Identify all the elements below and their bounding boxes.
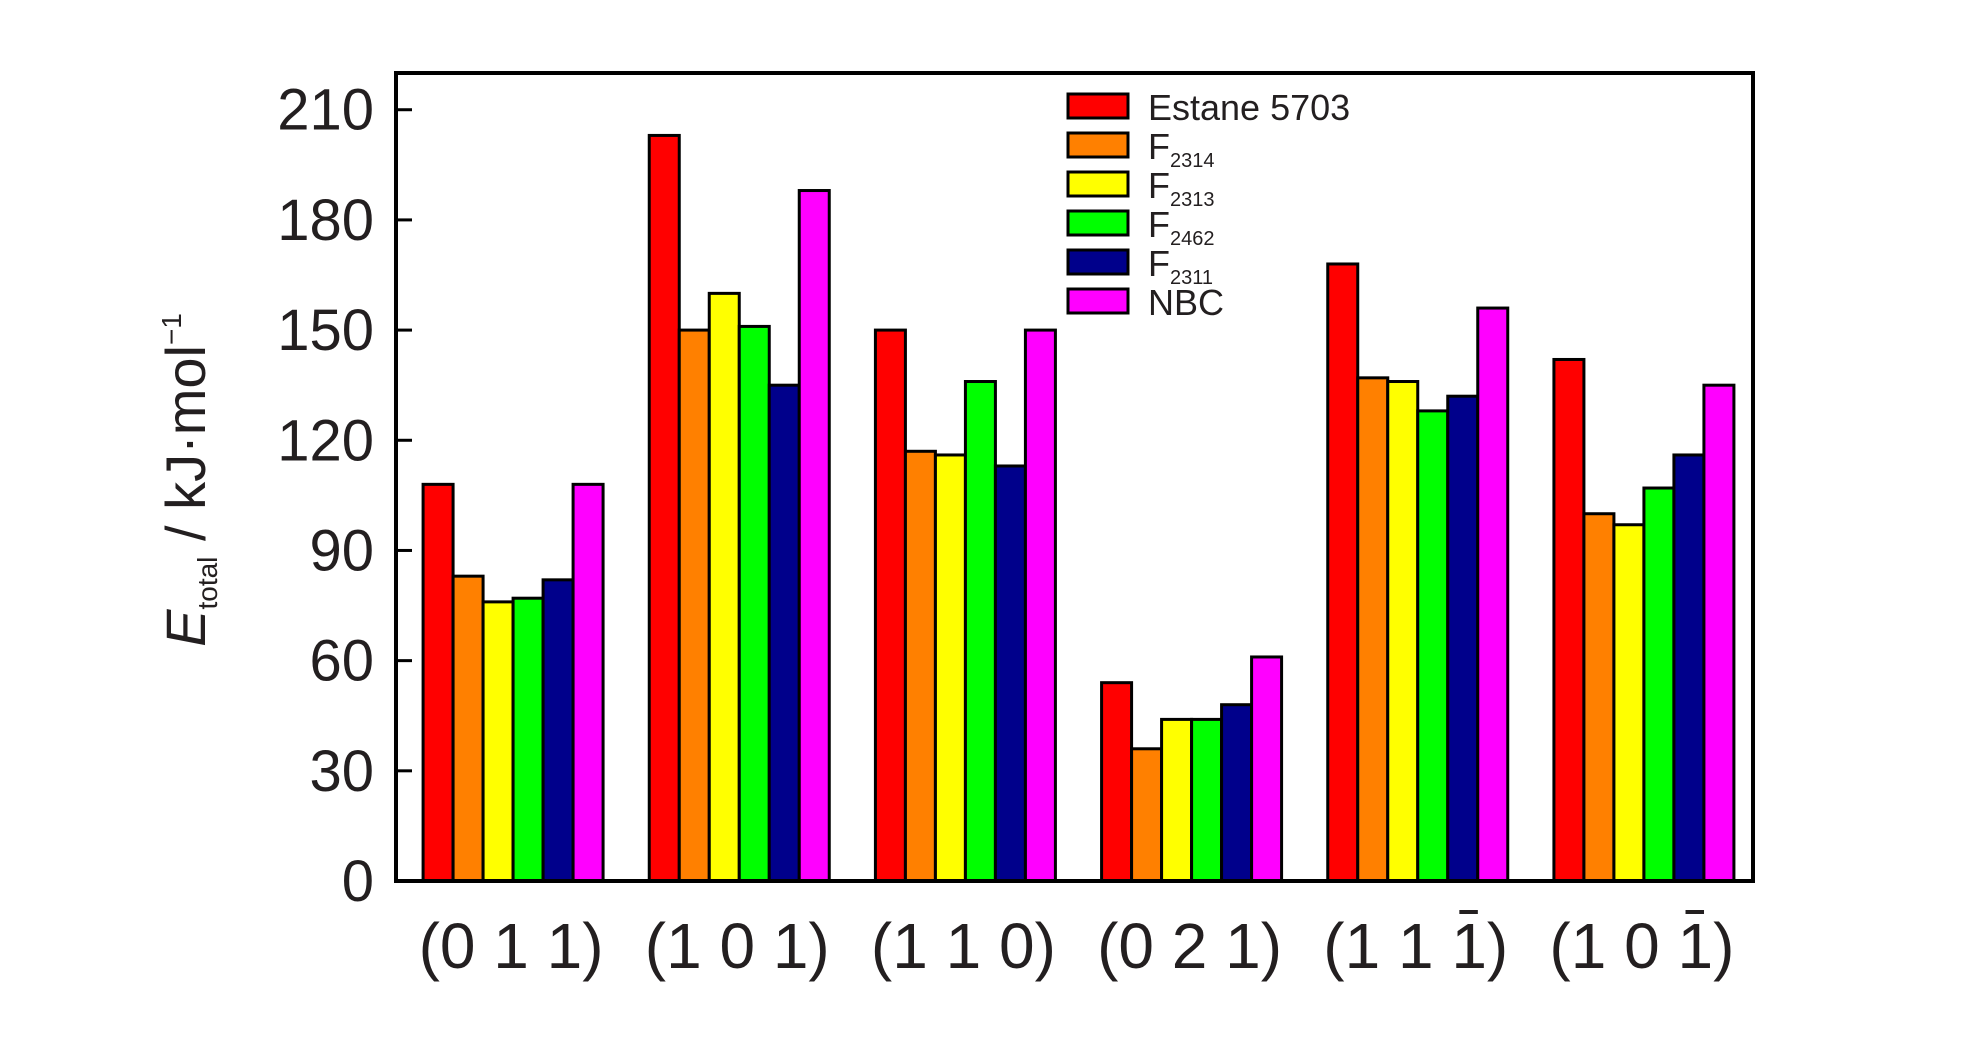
bars-layer — [421, 133, 1736, 883]
legend-label: F2311 — [1148, 243, 1213, 289]
bar — [1356, 376, 1390, 883]
legend-label: F2313 — [1148, 165, 1215, 211]
bar — [963, 380, 997, 883]
bar — [421, 482, 455, 883]
y-axis: 0 30 60 90 120 150 180 210 — [277, 78, 412, 914]
legend-label-base: NBC — [1148, 282, 1224, 323]
legend-label-base: F — [1148, 126, 1170, 167]
legend-label: F2462 — [1148, 204, 1215, 250]
y-tick-label: 150 — [277, 298, 374, 363]
bar — [1476, 306, 1510, 883]
y-tick-label: 30 — [309, 739, 374, 804]
x-category-label: (1 0 1) — [1549, 910, 1734, 982]
legend-swatch — [1066, 131, 1130, 159]
x-category-label: (1 0 1) — [645, 910, 830, 982]
x-category-label: (0 2 1) — [1097, 910, 1282, 982]
legend-label: F2314 — [1148, 126, 1215, 172]
bar — [677, 328, 711, 883]
y-axis-label-symbol: E — [154, 609, 217, 647]
legend-swatch — [1066, 248, 1130, 276]
y-axis-label-subscript: total — [192, 557, 223, 610]
legend-swatch — [1066, 170, 1130, 198]
y-axis-label-superscript: −1 — [156, 313, 187, 345]
bar — [481, 600, 515, 883]
bar — [1023, 328, 1057, 883]
y-tick-label: 210 — [277, 78, 374, 143]
y-tick-label: 0 — [342, 849, 374, 914]
legend-label: Estane 5703 — [1148, 87, 1350, 128]
bar — [511, 596, 545, 883]
bar — [541, 578, 575, 883]
bar — [1250, 655, 1284, 883]
bar — [767, 383, 801, 883]
y-tick-label: 120 — [277, 408, 374, 473]
legend-label-base: F — [1148, 165, 1170, 206]
bar — [737, 324, 771, 883]
bar — [1220, 703, 1254, 883]
bar — [1446, 394, 1480, 883]
legend-label: NBC — [1148, 282, 1224, 323]
y-tick-label: 60 — [309, 629, 374, 694]
bar — [797, 189, 831, 883]
bar — [1326, 262, 1360, 883]
x-category-label: (1 1 0) — [871, 910, 1056, 982]
legend-label-subscript: 2314 — [1170, 150, 1215, 172]
legend-label-base: Estane 5703 — [1148, 87, 1350, 128]
bar — [1672, 453, 1706, 883]
legend-label-subscript: 2313 — [1170, 189, 1215, 211]
y-axis-label-unit: / kJ·mol — [154, 345, 217, 557]
y-tick-label: 180 — [277, 188, 374, 253]
y-axis-label: Etotal / kJ·mol−1 — [154, 313, 223, 647]
y-tick-label: 90 — [309, 518, 374, 583]
legend-label-base: F — [1148, 243, 1170, 284]
bar — [647, 133, 681, 883]
bar — [1702, 383, 1736, 883]
bar — [873, 328, 907, 883]
bar — [903, 449, 937, 883]
legend-label-base: F — [1148, 204, 1170, 245]
bar — [1612, 523, 1646, 883]
legend-label-subscript: 2311 — [1170, 267, 1213, 289]
plot-frame — [394, 71, 1755, 883]
x-axis: (0 1 1) (1 0 1) (1 1 0) (0 2 1) (1 1 1) (1 0 … — [419, 910, 1734, 982]
legend-swatch — [1066, 287, 1130, 315]
legend-swatch — [1066, 92, 1130, 120]
bar — [451, 574, 485, 883]
bar — [1160, 717, 1194, 883]
bar — [707, 291, 741, 883]
legend-swatch — [1066, 209, 1130, 237]
bar — [1100, 681, 1134, 883]
bar — [933, 453, 967, 883]
bar — [1642, 486, 1676, 883]
x-category-label: (1 1 1) — [1323, 910, 1508, 982]
legend-label-subscript: 2462 — [1170, 228, 1215, 250]
bar — [1386, 380, 1420, 883]
bar — [571, 482, 605, 883]
bar — [1416, 409, 1450, 883]
x-category-label: (0 1 1) — [419, 910, 604, 982]
bar — [1190, 717, 1224, 883]
bar — [1582, 512, 1616, 883]
bar — [1552, 357, 1586, 883]
bar — [1130, 747, 1164, 883]
bar — [993, 464, 1027, 883]
